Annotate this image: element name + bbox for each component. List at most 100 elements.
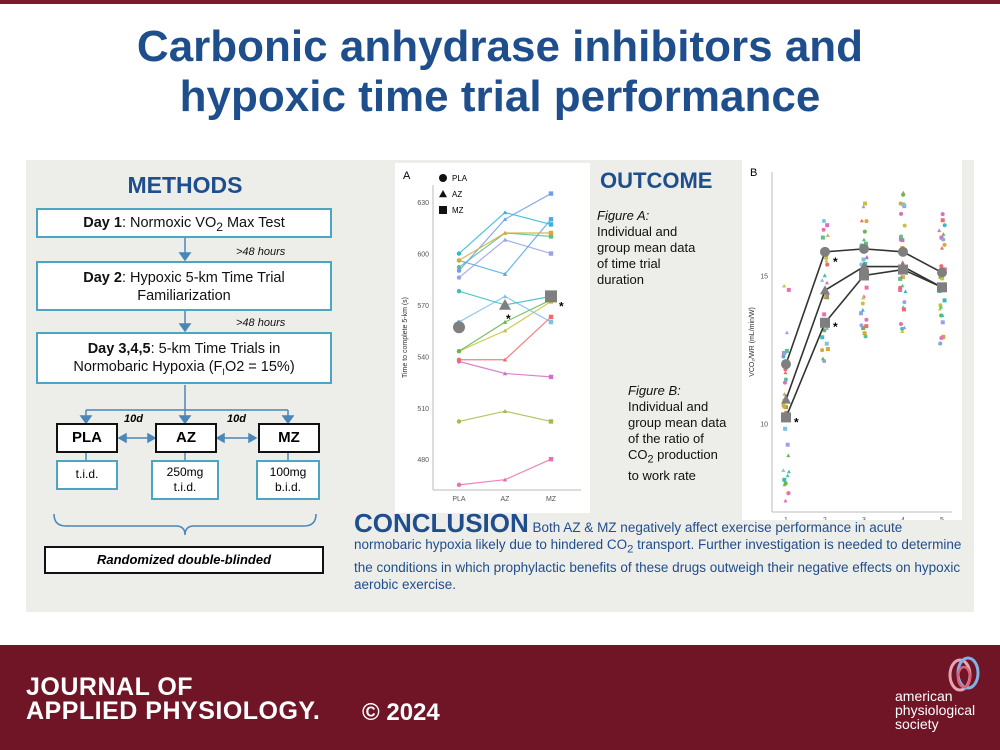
outcome-heading: OUTCOME bbox=[600, 168, 713, 193]
figure-b-data-point bbox=[782, 283, 787, 288]
figure-a-data-point bbox=[502, 237, 508, 242]
figure-b-data-point bbox=[822, 312, 827, 317]
figure-b-data-point bbox=[941, 232, 946, 236]
figure-a-data-point bbox=[456, 275, 462, 280]
figure-a-group-mean bbox=[453, 321, 465, 334]
figure-a-data-point bbox=[456, 289, 462, 294]
figure-a-data-point bbox=[456, 258, 462, 263]
figure-b-data-point bbox=[824, 280, 829, 285]
day1-box: Day 1: Normoxic VO2 Max Test bbox=[36, 208, 332, 238]
figure-b-data-point bbox=[864, 254, 869, 259]
figure-b-data-point bbox=[861, 295, 866, 300]
day3-box: Day 3,4,5: 5-km Time Trials in Normobari… bbox=[36, 332, 332, 384]
figure-b-data-point bbox=[937, 228, 942, 233]
randomized-box: Randomized double-blinded bbox=[44, 546, 324, 574]
figure-b-y-label: VCO₂/WR (mL/min/W) bbox=[749, 307, 756, 377]
day1-sub: 2 bbox=[216, 219, 223, 234]
title-line-1: Carbonic anhydrase inhibitors and bbox=[136, 22, 864, 71]
dose-mz-line2: b.i.d. bbox=[274, 480, 301, 494]
figure-b-data-point bbox=[784, 330, 789, 335]
figure-b-data-point bbox=[781, 354, 786, 359]
figure-b-data-point bbox=[899, 211, 904, 216]
figure-b-data-point bbox=[898, 288, 903, 293]
figure-b-data-point bbox=[859, 218, 864, 223]
figure-b-data-point bbox=[898, 201, 903, 206]
figure-a-data-point bbox=[548, 191, 554, 196]
arm-az: AZ bbox=[155, 423, 217, 453]
figure-a-legend-marker bbox=[439, 190, 447, 198]
figure-b-data-point bbox=[902, 325, 907, 330]
figure-a-y-tick: 630 bbox=[417, 200, 429, 207]
figure-b-y-tick: 15 bbox=[760, 273, 768, 280]
figure-a-data-point bbox=[548, 234, 554, 239]
figure-b-data-point bbox=[786, 469, 791, 474]
figure-b-data-point bbox=[901, 307, 906, 312]
figure-b-data-point bbox=[821, 219, 826, 224]
figure-b-data-point bbox=[864, 219, 869, 224]
figure-b-data-point bbox=[940, 320, 945, 325]
figure-b-data-point bbox=[939, 335, 944, 340]
figure-b-group-mean bbox=[781, 412, 791, 423]
figure-b-data-point bbox=[824, 326, 829, 330]
figure-b-data-point bbox=[820, 348, 825, 353]
figure-a-background bbox=[395, 163, 590, 513]
figure-b-data-point bbox=[940, 212, 945, 217]
figure-b-group-mean bbox=[820, 317, 830, 328]
figure-b-data-point bbox=[820, 235, 825, 240]
figure-b-note-line1: Individual and bbox=[628, 399, 709, 414]
figure-a-data-point bbox=[548, 456, 554, 462]
figure-b-note-title: Figure B: bbox=[628, 383, 681, 398]
figure-b-data-point bbox=[820, 278, 825, 282]
day3-line2b: O2 = 15%) bbox=[224, 359, 295, 375]
interval-label-2: 10d bbox=[227, 413, 246, 425]
figure-b-data-point bbox=[863, 334, 868, 339]
figure-b-data-point bbox=[939, 304, 944, 309]
figure-b-group-mean bbox=[859, 261, 869, 271]
figure-a-data-point bbox=[548, 222, 554, 227]
figure-a-data-point bbox=[456, 482, 462, 488]
day3-line2a: Normobaric Hypoxia (F bbox=[73, 359, 223, 375]
figure-b-significance: * bbox=[833, 320, 838, 334]
figure-b-data-point bbox=[940, 276, 945, 281]
figure-a-data-point bbox=[456, 265, 462, 270]
figure-b-data-point bbox=[941, 237, 946, 242]
figure-a-y-tick: 540 bbox=[417, 354, 429, 361]
figure-a-y-tick: 570 bbox=[417, 303, 429, 310]
figure-b-data-point bbox=[940, 313, 945, 318]
figure-b-data-point bbox=[859, 311, 864, 316]
figure-b-group-mean bbox=[898, 246, 908, 257]
day3-text: : 5-km Time Trials in bbox=[150, 341, 281, 357]
figure-a-data-point bbox=[502, 328, 508, 333]
day3-sub: I bbox=[222, 366, 225, 377]
figure-b-note-production: production bbox=[653, 447, 718, 462]
figure-b-group-mean bbox=[859, 270, 869, 281]
methods-panel: METHODS Day 1: Normoxic VO2 Max Test >48… bbox=[26, 160, 344, 612]
figure-b-data-point bbox=[783, 481, 788, 486]
figure-a-legend-label: AZ bbox=[452, 190, 462, 199]
figure-b-data-point bbox=[783, 426, 788, 431]
figure-a-data-point bbox=[548, 319, 554, 325]
interval-label-1: 10d bbox=[124, 413, 143, 425]
figure-a-y-tick: 480 bbox=[417, 457, 429, 464]
figure-a-data-point bbox=[502, 371, 508, 376]
figure-b-data-point bbox=[825, 233, 830, 237]
aps-line1: american bbox=[895, 688, 953, 704]
figure-b-group-mean bbox=[781, 394, 791, 404]
figure-a-data-point bbox=[502, 230, 508, 235]
figure-a-legend-marker bbox=[439, 206, 447, 214]
figure-b-note-line3: of the ratio of bbox=[628, 431, 704, 446]
conclusion-text: CONCLUSION Both AZ & MZ negatively affec… bbox=[354, 510, 964, 593]
figure-b-data-point bbox=[862, 331, 867, 336]
figure-b-data-point bbox=[898, 322, 903, 327]
aps-line2: physiological bbox=[895, 702, 976, 718]
figure-b-data-point bbox=[824, 255, 829, 260]
figure-a-x-tick: MZ bbox=[546, 496, 557, 503]
figure-a-data-point bbox=[502, 408, 508, 413]
figure-b-data-point bbox=[820, 356, 825, 361]
figure-b-data-point bbox=[939, 246, 944, 250]
figure-b-data-point bbox=[900, 329, 905, 333]
figure-b-y-tick: 10 bbox=[760, 421, 768, 428]
figure-b-data-point bbox=[824, 258, 829, 263]
figure-b-significance: * bbox=[794, 415, 799, 429]
figure-a-data-point bbox=[456, 251, 462, 256]
